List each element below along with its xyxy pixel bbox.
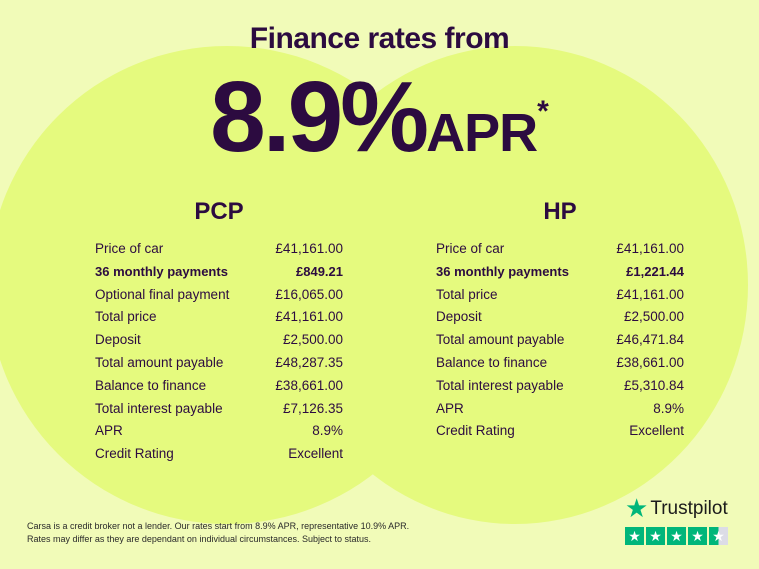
table-row: Price of car £41,161.00 (436, 238, 684, 261)
rating-star-icon: ★ (646, 527, 665, 545)
row-value: £2,500.00 (282, 332, 343, 348)
row-label: 36 monthly payments (436, 263, 569, 279)
trustpilot-rating: ★ ★ ★ ★ ★ (625, 527, 730, 545)
rating-star-icon: ★ (688, 527, 707, 545)
row-label: Credit Rating (95, 446, 174, 462)
row-value: £7,126.35 (282, 400, 343, 416)
table-row: Total amount payable £48,287.35 (95, 352, 343, 375)
row-value: £41,161.00 (616, 241, 684, 256)
row-value: £849.21 (296, 263, 343, 279)
table-row: Total price £41,161.00 (95, 306, 343, 329)
row-label: Balance to finance (436, 354, 548, 370)
table-row: Balance to finance £38,661.00 (436, 352, 684, 375)
pcp-title: PCP (194, 198, 244, 225)
row-value: 8.9% (653, 400, 684, 416)
row-label: Deposit (95, 332, 141, 348)
row-label: 36 monthly payments (95, 263, 228, 279)
rating-half-star-icon: ★ (709, 527, 728, 545)
table-row: Total interest payable £5,310.84 (436, 375, 684, 398)
rate-value: 8.9% (210, 61, 429, 173)
disclaimer: Carsa is a credit broker not a lender. O… (27, 520, 409, 546)
row-value: £2,500.00 (623, 309, 684, 325)
row-label: Total price (95, 309, 157, 325)
table-row: Total amount payable £46,471.84 (436, 329, 684, 352)
row-value: £41,161.00 (275, 241, 343, 256)
apr-rate: 8.9%APR* (0, 62, 759, 172)
table-row: Deposit £2,500.00 (95, 329, 343, 352)
row-label: Balance to finance (95, 377, 207, 393)
rating-star-icon: ★ (667, 527, 686, 545)
disclaimer-line: Carsa is a credit broker not a lender. O… (27, 521, 410, 531)
row-label: Total price (436, 286, 498, 302)
rate-unit: APR (426, 103, 538, 163)
headline: Finance rates from (249, 22, 510, 55)
row-value: £41,161.00 (616, 286, 684, 302)
row-label: Total interest payable (436, 377, 564, 393)
row-value: 8.9% (312, 423, 343, 439)
row-value: £38,661.00 (275, 377, 343, 393)
table-row: Total price £41,161.00 (436, 284, 684, 307)
row-value: Excellent (629, 423, 684, 439)
row-value: Excellent (288, 446, 343, 462)
row-label: Price of car (436, 241, 505, 256)
table-row: APR 8.9% (436, 398, 684, 421)
table-row: Credit Rating Excellent (95, 443, 343, 466)
row-value: £48,287.35 (275, 354, 343, 370)
row-label: Deposit (436, 309, 482, 325)
row-label: Total interest payable (95, 400, 223, 416)
row-value: £1,221.44 (626, 263, 684, 279)
rating-star-icon: ★ (625, 527, 644, 545)
trustpilot-name: Trustpilot (650, 497, 728, 519)
table-row: Total interest payable £7,126.35 (95, 398, 343, 421)
row-value: £5,310.84 (623, 377, 684, 393)
row-value: £16,065.00 (275, 286, 343, 302)
disclaimer-line: Rates may differ as they are dependant o… (27, 534, 372, 544)
table-row: Deposit £2,500.00 (436, 306, 684, 329)
star-icon: ★ (625, 493, 649, 523)
table-row: 36 monthly payments £1,221.44 (436, 261, 684, 284)
row-value: £41,161.00 (275, 309, 343, 325)
table-row: Credit Rating Excellent (436, 420, 684, 443)
row-label: Total amount payable (95, 354, 224, 370)
row-label: Credit Rating (436, 423, 515, 439)
table-row: Price of car £41,161.00 (95, 238, 343, 261)
row-label: Price of car (95, 241, 164, 256)
table-row: 36 monthly payments £849.21 (95, 261, 343, 284)
table-row: APR 8.9% (95, 420, 343, 443)
table-row: Balance to finance £38,661.00 (95, 375, 343, 398)
table-row: Optional final payment £16,065.00 (95, 284, 343, 307)
background-circle-right (282, 46, 748, 524)
row-label: APR (436, 400, 464, 416)
rate-asterisk: * (537, 95, 549, 128)
row-label: APR (95, 423, 123, 439)
pcp-table: PCP Price of car £41,161.00 36 monthly pay… (95, 198, 343, 466)
hp-title: HP (543, 198, 577, 225)
row-value: £38,661.00 (616, 354, 684, 370)
row-label: Optional final payment (95, 286, 230, 302)
row-label: Total amount payable (436, 332, 565, 348)
hp-table: HP Price of car £41,161.00 36 monthly paym… (436, 198, 684, 443)
row-value: £46,471.84 (616, 332, 684, 348)
trustpilot-badge: ★ Trustpilot ★ ★ ★ ★ ★ (625, 493, 730, 545)
